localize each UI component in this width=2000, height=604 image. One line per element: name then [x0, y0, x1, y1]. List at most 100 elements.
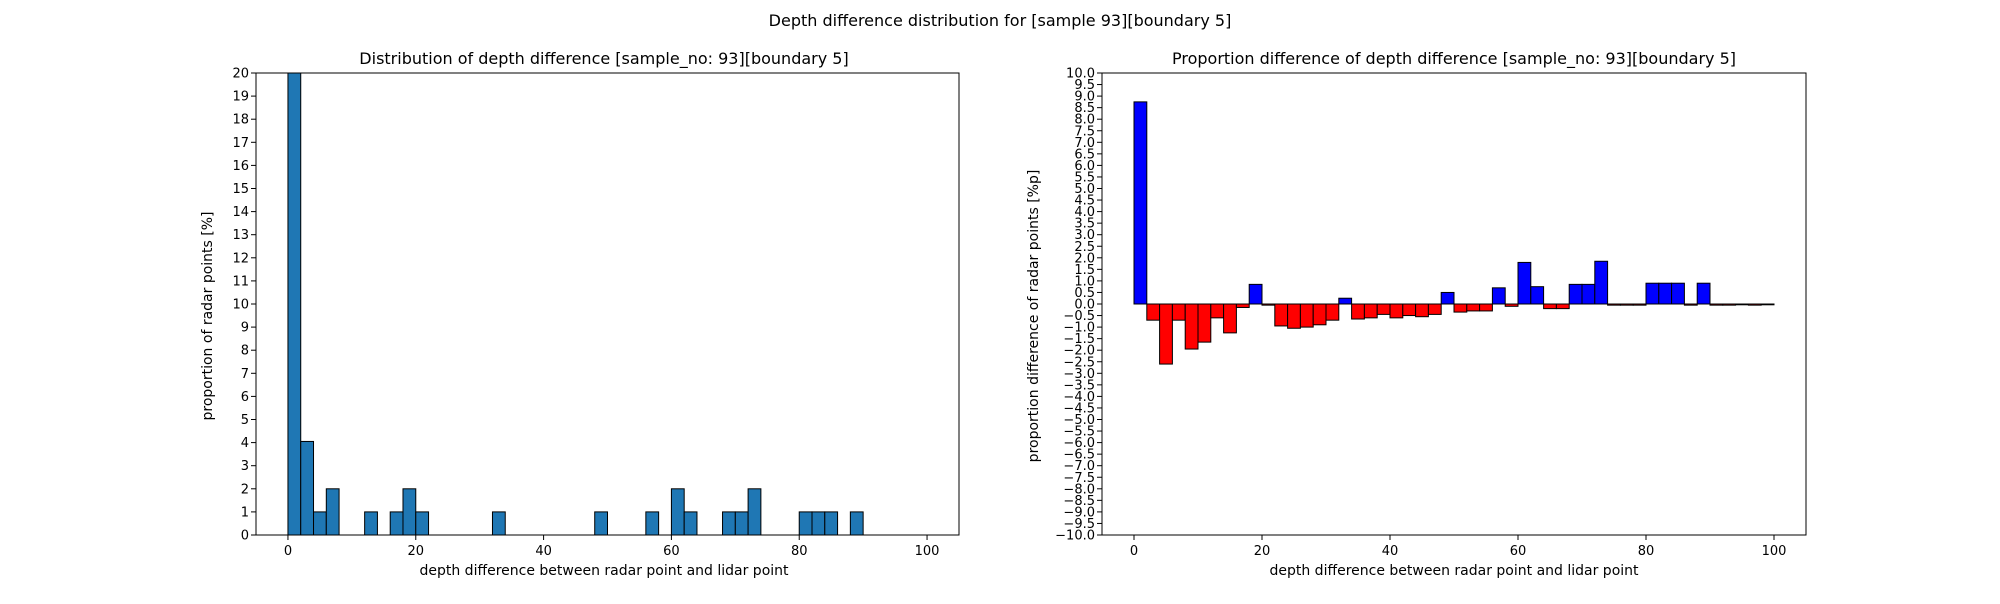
- bar: [325, 488, 340, 536]
- y-tick-label: 9.0: [1074, 90, 1095, 105]
- x-tick-label: 40: [535, 544, 552, 559]
- bar: [1248, 283, 1263, 305]
- y-tick-label: −9.5: [1063, 517, 1095, 532]
- y-tick-label: 3.5: [1074, 217, 1095, 232]
- bar: [1517, 261, 1532, 305]
- x-tick-label: 0: [1130, 544, 1138, 559]
- bar: [1466, 303, 1481, 312]
- bar: [1159, 303, 1173, 365]
- bar: [1210, 303, 1225, 319]
- y-tick-label: −5.5: [1063, 425, 1095, 440]
- bar: [645, 511, 660, 536]
- y-tick-label: −6.5: [1063, 448, 1095, 463]
- bar: [1747, 303, 1762, 306]
- bar: [1235, 303, 1250, 308]
- y-tick-label: 4.5: [1074, 194, 1095, 209]
- bar: [1671, 282, 1685, 305]
- bar: [1389, 303, 1404, 319]
- y-tick-label: −2.0: [1063, 344, 1095, 359]
- y-tick-label: 16: [232, 159, 249, 174]
- plot-frame: [1101, 72, 1807, 536]
- y-tick-label: 12: [232, 251, 249, 266]
- bar: [849, 511, 864, 536]
- bar: [1376, 303, 1391, 315]
- x-tick-label: 60: [663, 544, 680, 559]
- bar: [722, 511, 736, 536]
- bar: [1607, 303, 1621, 306]
- bar: [287, 72, 302, 536]
- x-axis-label: depth difference between radar point and…: [419, 563, 789, 579]
- y-tick-label: 10.0: [1066, 67, 1095, 82]
- figure-suptitle: Depth difference distribution for [sampl…: [769, 11, 1232, 30]
- bar: [313, 511, 327, 536]
- bar: [683, 511, 698, 536]
- bar: [1581, 283, 1596, 305]
- y-tick-label: 6.0: [1074, 159, 1095, 174]
- y-tick-label: 7.0: [1074, 136, 1095, 151]
- y-tick-label: 15: [232, 182, 249, 197]
- x-tick-label: 100: [915, 544, 940, 559]
- bar: [1133, 101, 1148, 305]
- y-tick-label: 10: [232, 298, 249, 313]
- bar: [1299, 303, 1314, 328]
- bar: [1171, 303, 1186, 321]
- y-tick-label: 0.0: [1074, 298, 1095, 313]
- y-tick-label: 8: [241, 344, 249, 359]
- bar: [1427, 303, 1442, 315]
- bar: [1415, 303, 1429, 318]
- bar: [389, 511, 404, 536]
- bar: [1440, 291, 1455, 305]
- y-tick-label: −1.5: [1063, 332, 1095, 347]
- y-tick-label: −9.0: [1063, 505, 1095, 520]
- chart-title: Proportion difference of depth differenc…: [1172, 49, 1736, 69]
- bar: [824, 511, 839, 536]
- tick-group: 0 20 40 60 80 1000123456789101112131415161718…: [232, 67, 939, 560]
- bar: [1594, 260, 1609, 305]
- bar: [1479, 303, 1493, 312]
- y-tick-label: −7.0: [1063, 459, 1095, 474]
- bar: [1312, 303, 1327, 326]
- y-tick-label: 2.5: [1074, 240, 1095, 255]
- x-tick-label: 100: [1762, 544, 1787, 559]
- y-tick-label: −10.0: [1055, 529, 1095, 544]
- bar: [1325, 303, 1340, 321]
- y-tick-label: 8.0: [1074, 113, 1095, 128]
- x-tick-label: 60: [1510, 544, 1527, 559]
- y-tick-label: 5.0: [1074, 182, 1095, 197]
- bar: [1197, 303, 1212, 343]
- bar: [1645, 282, 1660, 305]
- bar: [364, 511, 378, 536]
- x-tick-label: 0: [284, 544, 292, 559]
- y-axis-label: proportion of radar points [%]: [200, 211, 216, 420]
- bar: [1402, 303, 1417, 317]
- bar: [747, 488, 762, 536]
- y-tick-label: 19: [232, 90, 249, 105]
- y-tick-label: 0: [241, 529, 249, 544]
- bar: [1555, 303, 1570, 310]
- y-tick-label: 3.0: [1074, 228, 1095, 243]
- bar: [1696, 282, 1711, 305]
- y-tick-label: 20: [232, 67, 249, 82]
- bar: [811, 511, 826, 536]
- bar-group: [1133, 101, 1775, 365]
- y-tick-label: 13: [232, 228, 249, 243]
- y-tick-label: 17: [232, 136, 249, 151]
- y-tick-label: −3.0: [1063, 367, 1095, 382]
- bar-group: [287, 72, 864, 536]
- y-tick-label: −0.5: [1063, 309, 1095, 324]
- bar: [1453, 303, 1468, 313]
- y-tick-label: 3: [241, 459, 249, 474]
- y-tick-label: 1.5: [1074, 263, 1095, 278]
- bar: [1709, 303, 1724, 306]
- bar: [1632, 303, 1647, 306]
- tick-group: 0 20 40 60 80 100 −10.0−9.5−9.0−8.5−8.0−7.5−7.…: [1055, 67, 1786, 560]
- y-tick-label: 18: [232, 113, 249, 128]
- y-tick-label: −6.0: [1063, 436, 1095, 451]
- bar: [1683, 303, 1698, 306]
- bar: [1504, 303, 1519, 307]
- y-tick-label: 14: [232, 205, 249, 220]
- bar: [491, 511, 506, 536]
- y-tick-label: 2: [241, 482, 249, 497]
- y-tick-label: 9: [241, 321, 249, 336]
